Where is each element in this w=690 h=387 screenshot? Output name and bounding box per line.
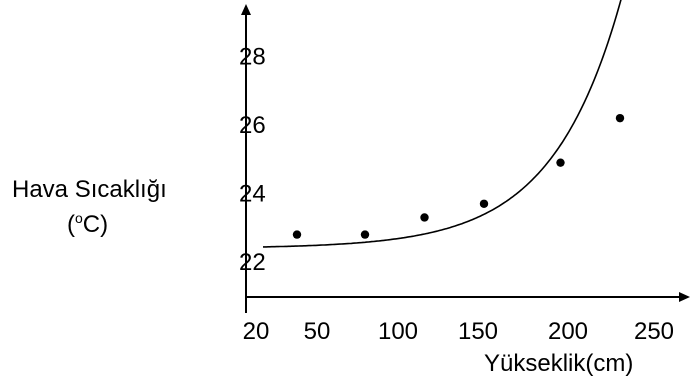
y-tick-label-24: 24 bbox=[239, 181, 266, 208]
data-point-4 bbox=[479, 199, 489, 208]
y-axis-arrow bbox=[241, 4, 251, 15]
tick-labels-layer: 20 50 100 150 200 250 22 24 26 28 bbox=[239, 44, 674, 346]
axes bbox=[241, 4, 690, 313]
x-tick-label-250: 250 bbox=[634, 318, 674, 345]
y-axis-label-line1: Hava Sıcaklığı bbox=[12, 176, 167, 203]
data-point-1 bbox=[292, 230, 302, 239]
x-tick-label-150: 150 bbox=[458, 318, 498, 345]
x-tick-label-100: 100 bbox=[378, 318, 418, 345]
trend-curve-layer bbox=[263, 0, 622, 248]
data-point-6 bbox=[615, 113, 625, 123]
data-points-layer bbox=[292, 113, 625, 239]
y-axis-label-unit: (oC) bbox=[67, 210, 109, 238]
x-axis-label: Yükseklik(cm) bbox=[484, 350, 633, 377]
data-point-2 bbox=[360, 230, 370, 239]
data-point-5 bbox=[556, 158, 565, 167]
x-tick-label-200: 200 bbox=[548, 318, 588, 345]
data-point-3 bbox=[420, 213, 429, 222]
trend-curve bbox=[263, 0, 622, 248]
x-axis-arrow bbox=[679, 292, 690, 302]
x-tick-label-50: 50 bbox=[304, 318, 331, 345]
y-tick-label-28: 28 bbox=[239, 44, 266, 71]
x-tick-label-20: 20 bbox=[243, 318, 270, 345]
y-tick-label-22: 22 bbox=[239, 249, 266, 276]
y-tick-label-26: 26 bbox=[239, 112, 266, 139]
